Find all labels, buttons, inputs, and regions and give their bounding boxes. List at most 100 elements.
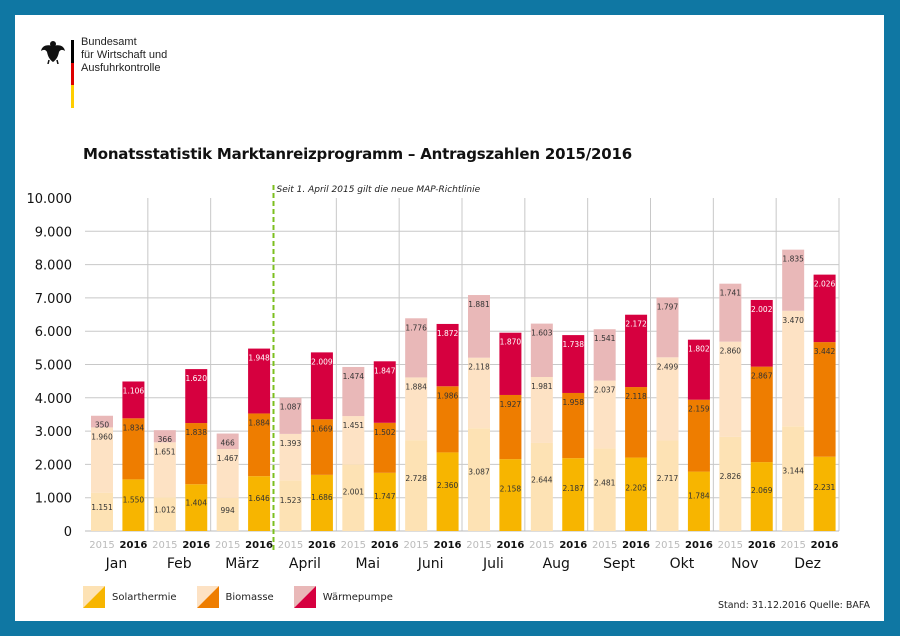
- bar-segment-solarthermie-2016: [499, 459, 522, 531]
- data-label: 1.870: [500, 338, 522, 347]
- legend-item-biomasse: Biomasse: [196, 586, 274, 608]
- bar-segment-solarthermie-2016: [248, 476, 271, 531]
- data-label: 1.646: [248, 494, 270, 503]
- agency-line: für Wirtschaft und: [81, 49, 168, 61]
- data-label: 1.884: [405, 382, 427, 391]
- y-tick-label: 8.000: [35, 259, 72, 274]
- x-category-label: Dez: [794, 556, 821, 572]
- data-label: 1.738: [563, 340, 585, 349]
- data-label: 3.442: [814, 347, 836, 356]
- data-label: 1.981: [531, 382, 553, 391]
- bar-segment-biomasse-2015: [216, 449, 239, 498]
- legend-item-solarthermie: Solarthermie: [83, 586, 177, 608]
- data-label: 1.884: [248, 418, 270, 427]
- bar-segment-biomasse-2015: [405, 377, 428, 441]
- bar-segment-biomasse-2016: [813, 342, 836, 457]
- y-tick-label: 1.000: [35, 492, 72, 507]
- bar-segment-biomasse-2016: [185, 423, 208, 485]
- x-category-label: Okt: [670, 556, 695, 572]
- x-category-label: März: [225, 556, 259, 572]
- bar-segment-waermepumpe-2015: [468, 295, 490, 358]
- y-tick-label: 9.000: [35, 225, 72, 240]
- bar-segment-solarthermie-2016: [436, 452, 459, 531]
- bar-segment-waermepumpe-2016: [122, 381, 145, 419]
- y-tick-label: 10.000: [27, 192, 73, 207]
- data-label: 2.499: [657, 362, 679, 371]
- y-tick-label: 2.000: [35, 458, 72, 473]
- bar-segment-biomasse-2015: [468, 357, 490, 429]
- x-year-label: 2016: [496, 540, 524, 551]
- bar-segment-biomasse-2016: [562, 392, 585, 459]
- x-year-label: 2016: [308, 540, 336, 551]
- annotation-text: Seit 1. April 2015 gilt die neue MAP-Ric…: [277, 185, 481, 195]
- data-label: 1.834: [123, 423, 145, 432]
- x-category-label: Juni: [417, 556, 444, 572]
- y-tick-label: 3.000: [35, 425, 72, 440]
- bar-segment-biomasse-2015: [656, 357, 679, 441]
- bar-segment-solarthermie-2015: [656, 440, 679, 531]
- bar-segment-solarthermie-2015: [405, 440, 428, 531]
- bar-segment-biomasse-2015: [91, 427, 113, 493]
- bar-segment-waermepumpe-2015: [656, 297, 679, 358]
- bar-segment-waermepumpe-2015: [91, 415, 113, 428]
- x-year-label: 2015: [655, 540, 680, 551]
- bar-segment-waermepumpe-2016: [750, 299, 773, 367]
- bar-segment-waermepumpe-2015: [405, 318, 428, 378]
- data-label: 1.151: [91, 503, 113, 512]
- source-note: Stand: 31.12.2016 Quelle: BAFA: [717, 600, 870, 611]
- data-label: 2.728: [405, 474, 427, 483]
- x-year-label: 2016: [245, 540, 273, 551]
- data-label: 3.144: [782, 466, 804, 475]
- x-year-label: 2016: [685, 540, 713, 551]
- bar-segment-solarthermie-2015: [782, 426, 805, 531]
- bar-segment-solarthermie-2016: [625, 457, 648, 531]
- bar-segment-waermepumpe-2016: [687, 339, 710, 400]
- bar-segment-waermepumpe-2015: [593, 329, 616, 381]
- x-category-label: Juli: [482, 556, 504, 572]
- bar-segment-solarthermie-2015: [342, 464, 365, 531]
- bar-segment-solarthermie-2015: [279, 480, 302, 531]
- x-year-label: 2016: [559, 540, 587, 551]
- x-year-label: 2015: [278, 540, 303, 551]
- german-flag-bar: [71, 40, 74, 108]
- data-label: 1.474: [343, 372, 365, 381]
- chart-title: Monatsstatistik Marktanreizprogramm – An…: [83, 145, 633, 163]
- y-tick-label: 6.000: [35, 325, 72, 340]
- legend-swatch-waermepumpe: [293, 586, 316, 608]
- bar-segment-biomasse-2015: [719, 341, 742, 437]
- bar-segment-biomasse-2015: [782, 310, 805, 427]
- data-label: 1.872: [437, 329, 459, 338]
- data-label: 1.927: [500, 400, 522, 409]
- x-year-label: 2015: [466, 540, 491, 551]
- data-label: 1.651: [154, 447, 176, 456]
- bar-segment-waermepumpe-2016: [185, 369, 208, 424]
- data-label: 2.644: [531, 476, 553, 485]
- bar-segment-solarthermie-2015: [593, 448, 616, 531]
- data-label: 1.603: [531, 329, 553, 338]
- bar-segment-solarthermie-2015: [153, 497, 176, 531]
- y-tick-label: 5.000: [35, 359, 72, 374]
- legend: Solarthermie Biomasse Wärmepumpe: [83, 586, 393, 608]
- bar-segment-biomasse-2016: [248, 413, 271, 477]
- data-label: 366: [158, 435, 173, 444]
- bar-segment-waermepumpe-2015: [342, 366, 365, 417]
- data-label: 1.393: [280, 439, 302, 448]
- legend-label: Solarthermie: [112, 591, 177, 603]
- data-label: 1.550: [123, 496, 145, 505]
- data-label: 1.467: [217, 454, 239, 463]
- x-year-label: 2015: [592, 540, 617, 551]
- bar-segment-solarthermie-2016: [310, 474, 333, 531]
- bar-segment-biomasse-2015: [153, 442, 176, 498]
- y-tick-label: 7.000: [35, 292, 72, 307]
- data-label: 1.958: [563, 398, 585, 407]
- data-label: 1.106: [123, 386, 145, 395]
- bar-segment-solarthermie-2016: [185, 484, 208, 531]
- bar-segment-waermepumpe-2015: [216, 433, 239, 450]
- legend-item-waermepumpe: Wärmepumpe: [293, 586, 393, 608]
- x-category-label: Aug: [543, 556, 570, 572]
- data-label: 1.838: [186, 428, 208, 437]
- agency-line: Bundesamt: [81, 36, 137, 48]
- agency-name: Bundesamt für Wirtschaft und Ausfuhrkont…: [81, 36, 167, 75]
- bar-segment-biomasse-2016: [373, 422, 396, 473]
